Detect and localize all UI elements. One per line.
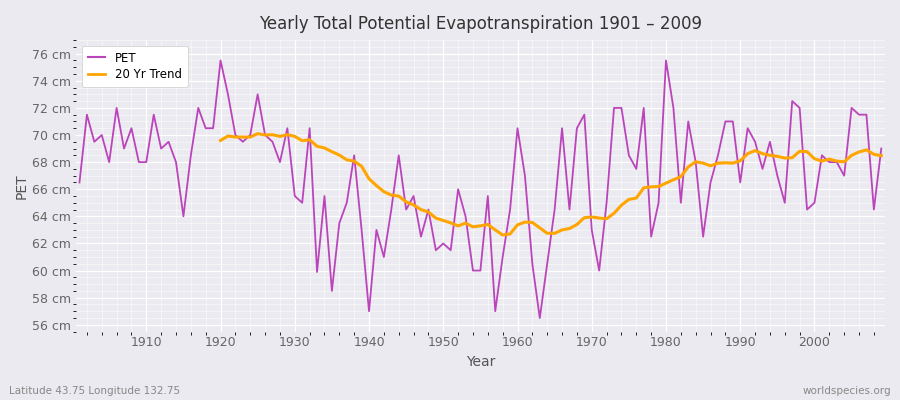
Text: Latitude 43.75 Longitude 132.75: Latitude 43.75 Longitude 132.75 bbox=[9, 386, 180, 396]
X-axis label: Year: Year bbox=[465, 355, 495, 369]
Legend: PET, 20 Yr Trend: PET, 20 Yr Trend bbox=[82, 46, 187, 87]
Title: Yearly Total Potential Evapotranspiration 1901 – 2009: Yearly Total Potential Evapotranspiratio… bbox=[259, 15, 702, 33]
Text: worldspecies.org: worldspecies.org bbox=[803, 386, 891, 396]
Y-axis label: PET: PET bbox=[15, 173, 29, 199]
